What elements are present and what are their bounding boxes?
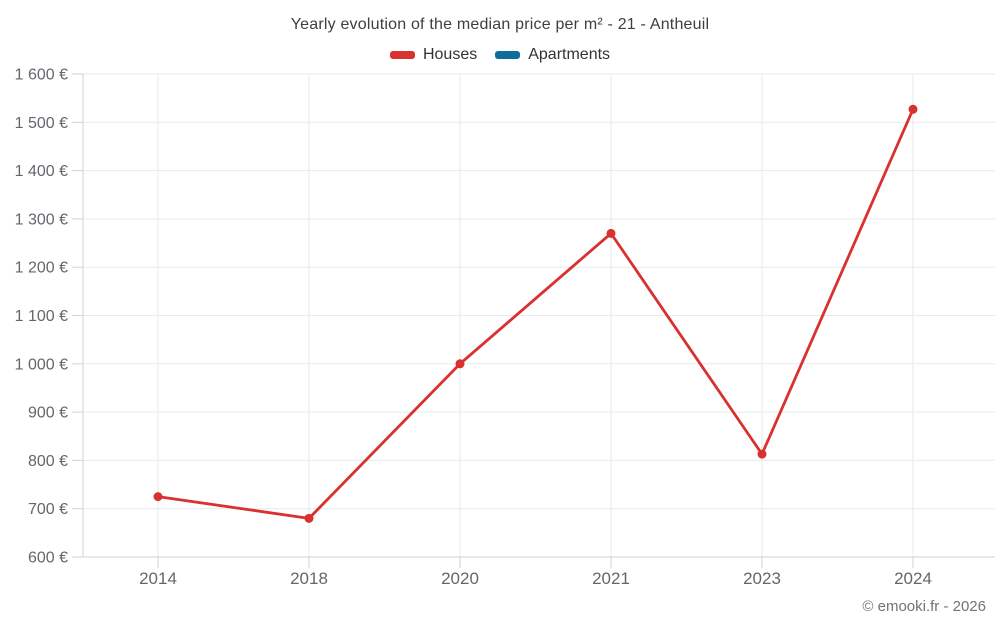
- y-axis-label: 1 500 €: [15, 115, 68, 132]
- y-axis-label: 800 €: [28, 453, 68, 470]
- legend: Houses Apartments: [0, 46, 1000, 64]
- y-axis-label: 1 600 €: [15, 67, 68, 84]
- data-point-houses-2014[interactable]: [153, 492, 163, 502]
- y-axis-label: 1 200 €: [15, 260, 68, 277]
- data-point-houses-2021[interactable]: [606, 228, 616, 238]
- y-axis-label: 600 €: [28, 550, 68, 567]
- legend-swatch-houses-icon: [389, 51, 415, 59]
- y-axis-label: 1 100 €: [15, 308, 68, 325]
- x-axis-label: 2021: [592, 569, 630, 588]
- y-axis-label: 900 €: [28, 405, 68, 422]
- y-axis-label: 1 400 €: [15, 163, 68, 180]
- legend-item-houses[interactable]: Houses: [389, 46, 478, 64]
- data-point-houses-2018[interactable]: [304, 513, 314, 523]
- y-axis-label: 700 €: [28, 501, 68, 518]
- chart-title: Yearly evolution of the median price per…: [290, 16, 710, 33]
- legend-label-houses: Houses: [422, 46, 478, 63]
- x-axis-label: 2014: [139, 569, 177, 588]
- legend-label-apartments: Apartments: [528, 46, 611, 63]
- credits-link[interactable]: © emooki.fr - 2026: [862, 598, 986, 615]
- y-axis-label: 1 300 €: [15, 211, 68, 228]
- data-point-houses-2024[interactable]: [908, 104, 918, 114]
- data-point-houses-2020[interactable]: [455, 359, 465, 369]
- x-axis-label: 2023: [743, 569, 781, 588]
- x-axis-label: 2020: [441, 569, 479, 588]
- series-line-houses: [156, 107, 915, 520]
- data-point-houses-2023[interactable]: [757, 449, 767, 459]
- x-axis-label: 2024: [894, 569, 932, 588]
- x-axis-label: 2018: [290, 569, 328, 588]
- y-axis-label: 1 000 €: [15, 356, 68, 373]
- legend-swatch-apartments-icon: [495, 51, 521, 59]
- legend-item-apartments[interactable]: Apartments: [495, 46, 610, 64]
